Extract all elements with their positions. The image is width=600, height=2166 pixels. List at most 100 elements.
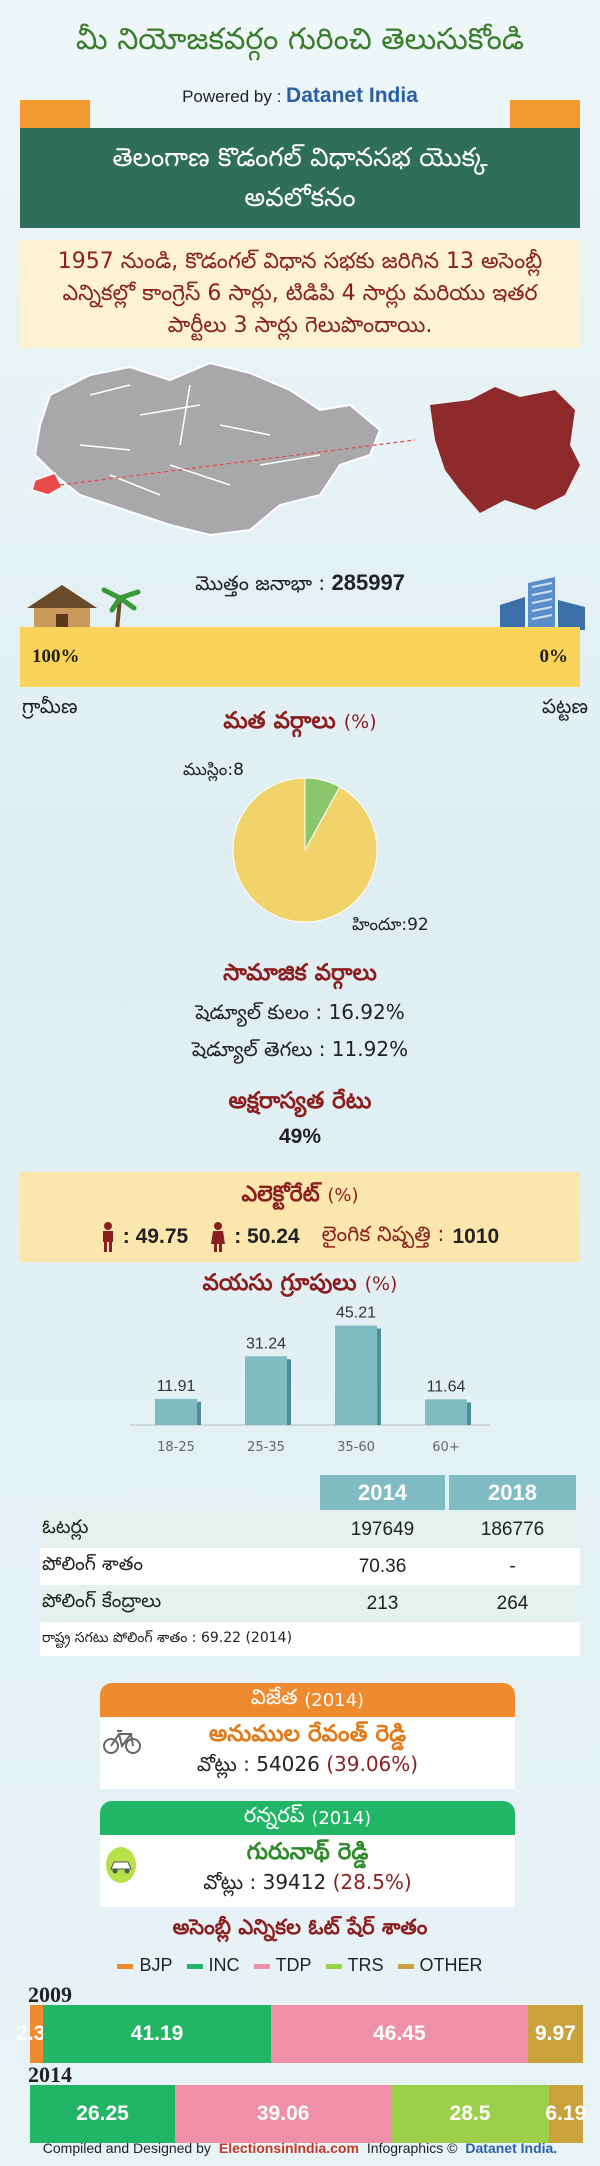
pie-label-hindu: హిందూ:92 <box>352 915 429 935</box>
overview-title: తెలంగాణ కొడంగల్ విధానసభ యొక్క అవలోకనం <box>20 128 580 228</box>
vote-share-legend: BJP INC TDP TRS OTHER <box>0 1955 600 1976</box>
runnerup-votes-label: వోట్లు : 39412 <box>203 1870 327 1894</box>
cell-2018: 186776 <box>480 1518 545 1540</box>
religion-title-text: మత వర్గాలు <box>223 708 336 734</box>
rural-label: గ్రామీణ <box>22 694 78 718</box>
literacy-title: అక్షరాస్యత రేటు <box>228 1088 372 1114</box>
legend-label: TRS <box>347 1955 384 1975</box>
footer-site-link[interactable]: ElectionsinIndia.com <box>218 2140 359 2156</box>
age-tick-label: 35-60 <box>337 1440 375 1455</box>
legend-swatch <box>325 1963 342 1969</box>
male-icon <box>102 1222 113 1252</box>
cell-2014: 70.36 <box>358 1555 407 1577</box>
pie-slice <box>304 777 341 851</box>
brand-logo-text: Datanet India <box>286 84 418 107</box>
social-title: సామాజిక వర్గాలు <box>223 960 377 986</box>
winner-name: అనుముల రేవంత్ రెడ్డి <box>208 1721 407 1747</box>
age-bar <box>425 1399 467 1425</box>
powered-prefix: Powered by : <box>182 87 282 106</box>
vote-share-segment: 2.39 <box>16 2005 57 2063</box>
legend-swatch <box>253 1963 270 1969</box>
voters-table: 2014 2018 ఓటర్లు 197649 186776 పోలింగ్ శ… <box>40 1474 580 1656</box>
bicycle-icon <box>103 1730 141 1754</box>
electorate-unit: (%) <box>327 1185 359 1206</box>
legend-label: BJP <box>139 1955 173 1975</box>
electorate-title: ఎలెక్టోరేట్ (%) <box>0 1182 600 1212</box>
age-bar-shadow <box>467 1402 471 1425</box>
population-value: 285997 <box>331 570 405 595</box>
vote-share-segment: 28.5 <box>391 2085 549 2143</box>
legend-item: INC <box>186 1955 240 1976</box>
electorate-line: : 49.75 : 50.24 లైంగిక నిష్పత్తి : 1010 <box>0 1222 600 1252</box>
row-label: పోలింగ్ కేంద్రాలు <box>42 1590 162 1612</box>
legend-label: TDP <box>275 1955 312 1975</box>
legend-item: TDP <box>253 1955 312 1976</box>
age-bar-chart: 11.91 18-25 31.24 25-35 45.21 35-60 11.64 60+ <box>130 1305 490 1455</box>
winner-year: (2014) <box>304 1689 365 1711</box>
electorate-box <box>20 1172 580 1262</box>
table-row: పోలింగ్ శాతం 70.36 - <box>40 1548 580 1585</box>
pie-label-muslim: ముస్లిం:8 <box>183 760 244 780</box>
footer-infographics: Infographics © <box>366 2140 458 2156</box>
village-hut-icon <box>27 585 141 630</box>
sc-line: షెడ్యూల్ కులం : 16.92% <box>195 1000 405 1024</box>
vote-share-segment: 9.97 <box>527 2005 583 2063</box>
age-title: వయసు గ్రూపులు (%) <box>0 1270 600 1302</box>
year-2014: 2014 <box>28 2062 72 2087</box>
vote-share-segment: 41.19 <box>43 2005 271 2063</box>
rural-urban-bar: 100% 0% <box>20 627 580 687</box>
telangana-map-icon <box>31 361 416 537</box>
footer-brand: Datanet India. <box>465 2140 558 2156</box>
overview-fact: 1957 నుండి, కొడంగల్ విధాన సభకు జరిగిన 13… <box>20 240 580 348</box>
female-icon <box>211 1222 226 1252</box>
runnerup-votes-pct: (28.5%) <box>332 1870 412 1894</box>
urban-pct: 0% <box>539 646 569 667</box>
runnerup-header: రన్నరప్ (2014) <box>100 1801 515 1835</box>
age-bar-value: 11.64 <box>427 1378 466 1395</box>
legend-item: BJP <box>117 1955 173 1976</box>
population-line: మొత్తం జనాభా : 285997 <box>0 570 600 600</box>
sex-ratio-value: 1010 <box>452 1225 500 1248</box>
vote-share-segment: 26.25 <box>30 2085 176 2143</box>
city-buildings-icon <box>500 577 585 630</box>
cell-2018: 264 <box>496 1592 529 1614</box>
age-tick-label: 25-35 <box>247 1440 285 1455</box>
age-bar-value: 31.24 <box>246 1335 286 1352</box>
footer-designed: Compiled and Designed by <box>42 2140 211 2156</box>
row-label: ఓటర్లు <box>42 1516 89 1538</box>
page-title: మీ నియోజకవర్గం గురించి తెలుసుకోండి <box>75 22 525 57</box>
female-pct: : 50.24 <box>234 1225 300 1248</box>
religion-unit: (%) <box>343 711 377 733</box>
age-bar-shadow <box>377 1328 381 1425</box>
age-tick-label: 18-25 <box>157 1440 195 1455</box>
table-header-row: 2014 2018 <box>40 1474 580 1511</box>
legend-item: TRS <box>325 1955 384 1976</box>
age-bar-shadow <box>197 1401 201 1425</box>
age-bar <box>335 1325 377 1425</box>
sex-ratio-label: లైంగిక నిష్పత్తి : <box>321 1222 445 1246</box>
runnerup-year: (2014) <box>311 1807 372 1829</box>
car-icon <box>106 1847 136 1883</box>
kodangal-map-icon <box>430 387 580 513</box>
decor-tab-left <box>20 100 90 130</box>
decor-tab-right <box>510 100 580 130</box>
cell-2014: 197649 <box>350 1518 415 1540</box>
winner-header: విజేత (2014) <box>100 1683 515 1717</box>
winner-title: విజేత <box>250 1685 298 1709</box>
winner-votes-label: వోట్లు : 54026 <box>196 1752 320 1776</box>
vote-share-title: అసెంబ్లీ ఎన్నికల ఓట్ షేర్ శాతం <box>172 1915 428 1939</box>
age-title-text: వయసు గ్రూపులు <box>202 1270 357 1296</box>
winner-votes-pct: (39.06%) <box>326 1752 419 1776</box>
row-label: పోలింగ్ శాతం <box>42 1553 144 1575</box>
legend-label: INC <box>208 1955 240 1975</box>
vote-share-bar-2009: 2.39 41.19 46.45 9.97 <box>16 2005 583 2063</box>
winner-votes: వోట్లు : 54026 (39.06%) <box>100 1752 515 1781</box>
cell-2014: 213 <box>366 1592 399 1614</box>
age-bar-shadow <box>287 1359 291 1425</box>
population-label: మొత్తం జనాభా : <box>195 571 326 595</box>
powered-by: Powered by : Datanet India <box>0 84 600 108</box>
male-pct: : 49.75 <box>122 1225 189 1248</box>
age-bar <box>155 1398 197 1425</box>
col-2018: 2018 <box>449 1475 576 1510</box>
legend-swatch <box>117 1963 134 1969</box>
